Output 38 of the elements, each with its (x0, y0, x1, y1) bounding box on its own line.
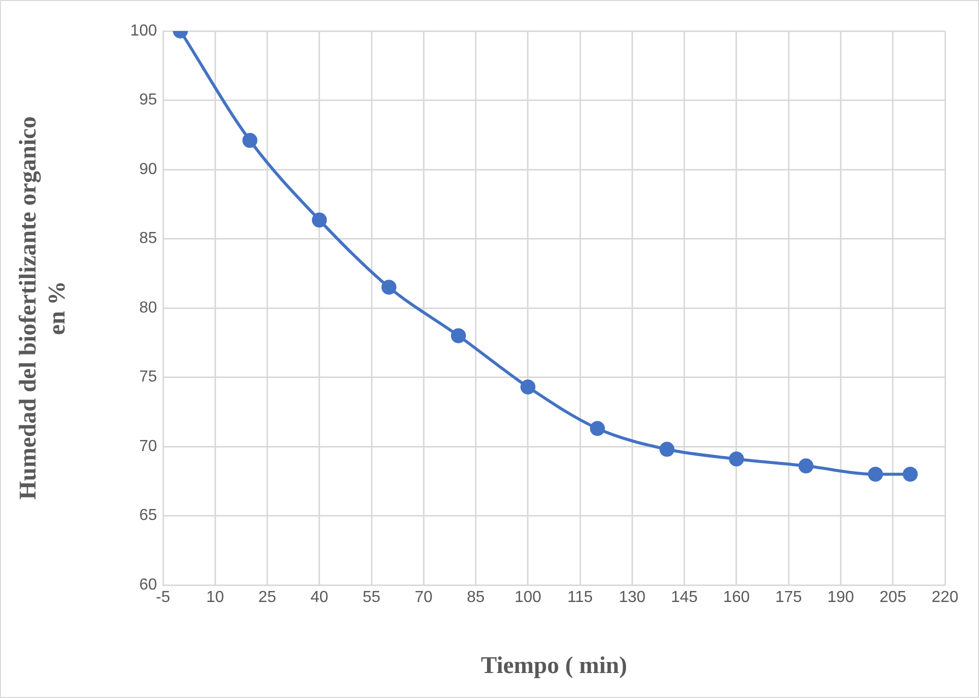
point (659, 442, 674, 457)
x-tick-label: 190 (827, 589, 854, 606)
point (520, 379, 536, 394)
y-tick-label: 60 (139, 576, 158, 594)
x-tick-label: 100 (514, 589, 542, 606)
x-axis-title: Tiempo ( min) (480, 652, 628, 679)
y-tick-label: 70 (139, 438, 158, 455)
point (381, 280, 396, 295)
point (798, 458, 814, 474)
point (242, 132, 258, 148)
y-tick-label: 75 (139, 368, 158, 386)
point (312, 212, 327, 228)
x-tick-label: 220 (932, 589, 958, 606)
x-tick-label: 130 (618, 589, 646, 606)
x-tick-label: -5 (156, 589, 170, 606)
x-tick-label: 40 (310, 589, 328, 606)
y-tick-label: 95 (139, 92, 158, 109)
x-tick-label: 160 (723, 589, 750, 606)
point (902, 466, 918, 482)
x-tick-label: 115 (567, 589, 593, 606)
y-tick-label: 90 (139, 160, 158, 178)
x-tick-label: 55 (362, 589, 381, 606)
point (868, 466, 883, 482)
x-tick-label: 145 (670, 589, 698, 606)
point (728, 451, 744, 466)
x-tick-label: 70 (414, 589, 433, 606)
x-tick-label: 175 (775, 589, 802, 606)
x-tick-label: 205 (880, 589, 906, 606)
y-tick-label: 85 (139, 230, 158, 248)
y-tick-label: 80 (139, 299, 158, 316)
y-tick-label: 100 (130, 22, 158, 40)
x-tick-label: 85 (466, 589, 485, 606)
x-tick-label: 10 (206, 589, 224, 606)
x-tick-label: 25 (258, 589, 276, 606)
point (450, 328, 466, 344)
y-tick-label: 65 (139, 507, 158, 524)
y-axis-title: Humedad del biofertilizante organico en % (16, 116, 70, 500)
point (590, 420, 605, 436)
